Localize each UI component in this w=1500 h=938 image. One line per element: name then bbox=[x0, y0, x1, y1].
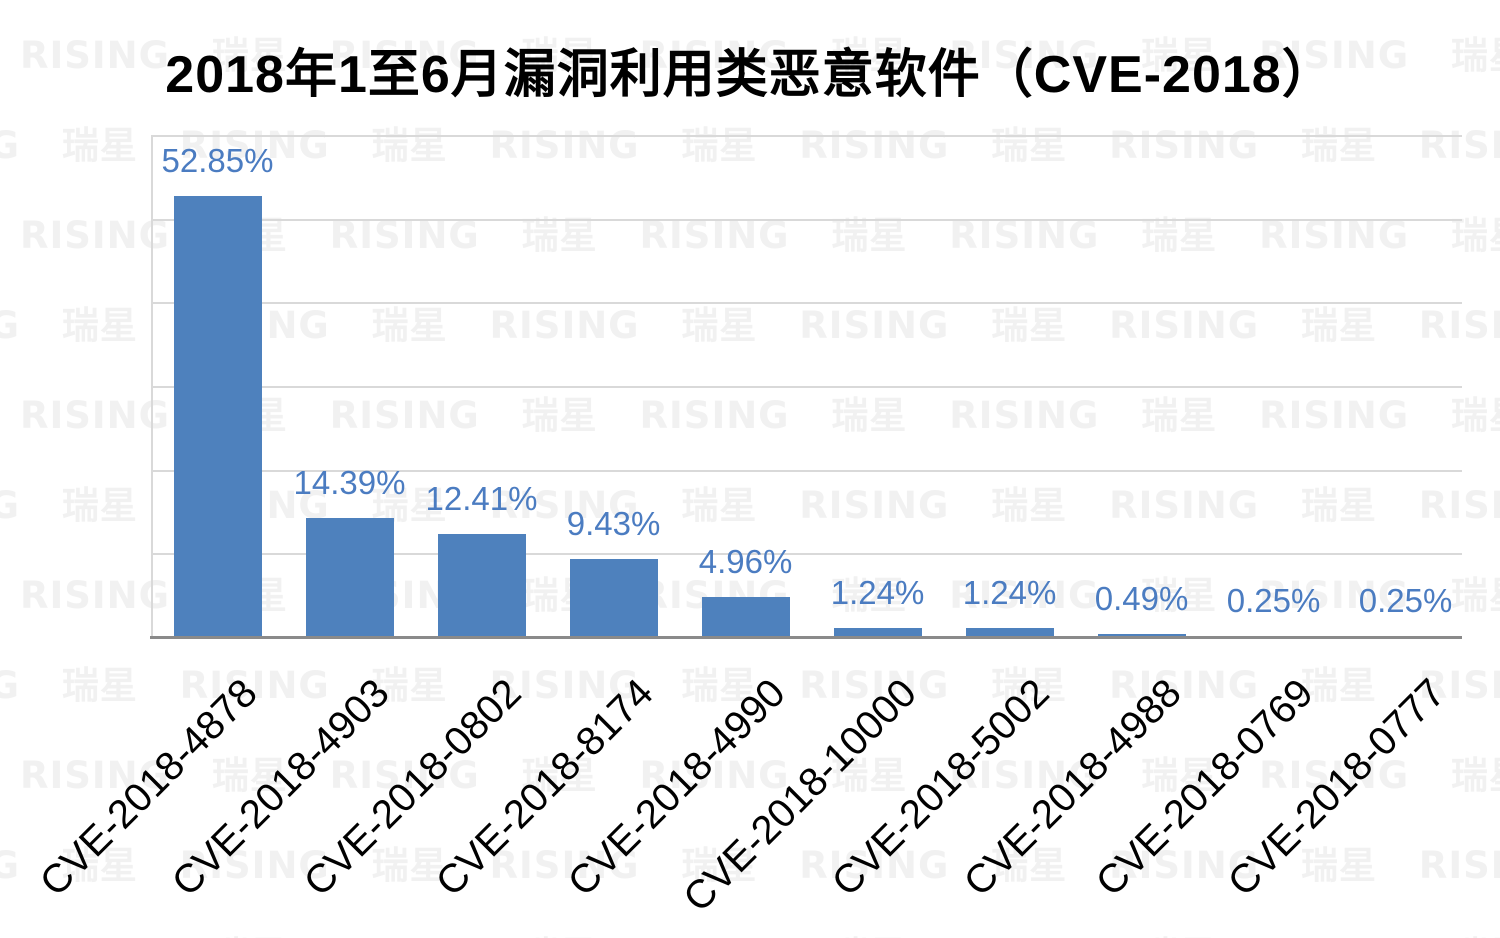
watermark-row: RISING 瑞星 RISING 瑞星 RISING 瑞星 RISING 瑞星 … bbox=[0, 844, 1500, 887]
bar bbox=[173, 195, 262, 638]
gridline bbox=[151, 553, 1462, 556]
watermark-row: RISING 瑞星 RISING 瑞星 RISING 瑞星 RISING 瑞星 … bbox=[20, 34, 1500, 77]
value-label: 0.25% bbox=[1358, 581, 1453, 619]
value-label: 0.25% bbox=[1226, 581, 1321, 619]
watermark-row: RISING 瑞星 RISING 瑞星 RISING 瑞星 RISING 瑞星 … bbox=[20, 394, 1500, 437]
value-label: 4.96% bbox=[698, 542, 793, 580]
bar bbox=[833, 627, 922, 638]
value-label: 52.85% bbox=[161, 141, 274, 179]
value-label: 9.43% bbox=[566, 505, 661, 543]
watermark-row: RISING 瑞星 RISING 瑞星 RISING 瑞星 RISING 瑞星 … bbox=[20, 214, 1500, 257]
gridline bbox=[151, 469, 1462, 472]
bar bbox=[305, 517, 394, 638]
watermark-row: RISING 瑞星 RISING 瑞星 RISING 瑞星 RISING 瑞星 … bbox=[20, 754, 1500, 797]
gridline bbox=[151, 135, 1462, 137]
bar bbox=[437, 534, 526, 638]
watermark-row: RISING 瑞星 RISING 瑞星 RISING 瑞星 RISING 瑞星 … bbox=[0, 664, 1500, 707]
x-axis-line bbox=[150, 636, 1462, 639]
category-label: CVE-2018-10000 bbox=[675, 670, 926, 921]
value-label: 12.41% bbox=[425, 480, 538, 518]
gridline bbox=[151, 386, 1462, 388]
bar bbox=[569, 559, 658, 638]
value-label: 0.49% bbox=[1094, 579, 1189, 617]
value-label: 1.24% bbox=[830, 573, 925, 611]
watermark-row: RISING 瑞星 RISING 瑞星 RISING 瑞星 RISING 瑞星 … bbox=[0, 124, 1500, 167]
watermark-row: RISING 瑞星 RISING 瑞星 RISING 瑞星 RISING 瑞星 … bbox=[20, 936, 1500, 938]
bar bbox=[1097, 633, 1186, 638]
gridline bbox=[151, 302, 1462, 305]
bar bbox=[965, 627, 1054, 638]
chart-title: 2018年1至6月漏洞利用类恶意软件（CVE-2018） bbox=[165, 46, 1335, 104]
value-label: 1.24% bbox=[962, 573, 1057, 611]
gridline bbox=[151, 218, 1462, 221]
bar bbox=[701, 596, 790, 638]
y-axis-line bbox=[151, 136, 153, 638]
value-label: 14.39% bbox=[293, 463, 406, 501]
